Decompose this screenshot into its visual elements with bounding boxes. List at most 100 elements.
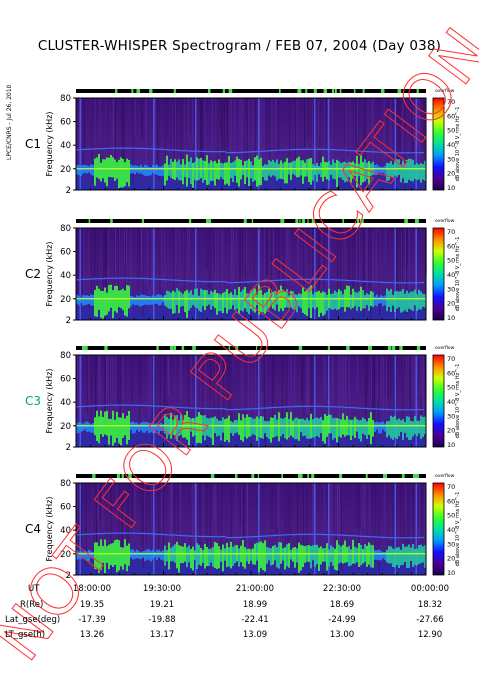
emission-band [160, 166, 162, 177]
emission-band [124, 162, 126, 187]
colorbar-tick-label: 40 [447, 526, 455, 534]
emission-band [282, 163, 284, 180]
spectral-texture [215, 355, 217, 421]
spectral-texture [99, 483, 101, 521]
emission-band [280, 418, 282, 437]
emission-band [322, 291, 324, 316]
ephemeris-row-label: UT [28, 584, 40, 594]
emission-band [228, 156, 230, 186]
spectral-texture [365, 483, 367, 556]
spectral-texture [122, 98, 124, 182]
spectral-texture [77, 483, 79, 548]
spectral-texture [403, 483, 405, 554]
emission-band [86, 421, 88, 432]
emission-line [394, 483, 396, 575]
status-mark [383, 474, 388, 478]
spectral-texture [241, 98, 243, 189]
emission-band [172, 419, 174, 435]
status-mark [416, 474, 419, 478]
emission-band [212, 417, 214, 446]
spectral-texture [207, 228, 209, 289]
emission-band [224, 291, 226, 308]
emission-band [290, 549, 292, 560]
spectral-texture [80, 483, 82, 545]
emission-band [150, 423, 152, 433]
emission-band [186, 289, 188, 318]
spectral-texture [200, 355, 202, 433]
status-mark [299, 219, 301, 223]
emission-band [206, 290, 208, 306]
spectral-texture [327, 98, 329, 190]
emission-band [208, 548, 210, 566]
emission-band [262, 543, 264, 571]
spectral-texture [365, 228, 367, 282]
status-mark [104, 346, 108, 350]
emission-band [294, 294, 296, 310]
spectral-texture [150, 483, 152, 529]
colorbar-overflow-label: overflow [435, 473, 455, 479]
spectral-texture [168, 355, 170, 397]
colorbar-tick-label: 60 [447, 497, 455, 505]
spectral-texture [356, 228, 358, 283]
emission-line [153, 355, 155, 447]
emission-line [153, 98, 155, 190]
spectral-texture [364, 483, 366, 529]
spectral-texture [304, 98, 306, 150]
emission-band [210, 290, 212, 310]
spectral-texture [278, 228, 280, 286]
spectral-texture [400, 228, 402, 295]
ephemeris-value: 18.32 [417, 600, 443, 610]
emission-band [120, 547, 122, 567]
spectral-texture [81, 228, 83, 301]
spectral-texture [271, 98, 273, 186]
spectral-texture [264, 228, 266, 314]
emission-band [218, 420, 220, 436]
emission-band [350, 162, 352, 183]
colorbar-tick-label: 10 [447, 569, 455, 577]
emission-band [90, 294, 92, 306]
spectral-texture [365, 355, 367, 445]
spectral-texture [146, 228, 148, 286]
spectral-texture [324, 483, 326, 533]
emission-band [116, 539, 118, 573]
spectral-texture [201, 98, 203, 171]
ephemeris-value: 21:00:00 [235, 584, 275, 594]
spectral-texture [213, 228, 215, 271]
emission-line [258, 98, 260, 190]
spectral-texture [343, 98, 345, 148]
spectral-texture [304, 228, 306, 270]
emission-band [126, 545, 128, 572]
emission-band [230, 292, 232, 309]
emission-band [278, 541, 280, 569]
plasma-line [75, 147, 425, 154]
spectral-texture [154, 228, 156, 285]
emission-band [326, 162, 328, 180]
spectral-texture [242, 483, 244, 564]
emission-line [258, 483, 260, 575]
emission-band [158, 423, 160, 434]
emission-band [378, 296, 380, 304]
emission-band [256, 542, 258, 561]
spectral-texture [317, 98, 319, 157]
spectral-texture [285, 483, 287, 555]
spectral-texture [287, 228, 289, 266]
emission-line [328, 483, 330, 575]
emission-band [164, 414, 166, 434]
emission-band [276, 419, 278, 437]
emission-line [415, 98, 417, 190]
emission-band [162, 165, 164, 176]
emission-band [78, 422, 80, 433]
spectral-texture [216, 98, 218, 184]
emission-band [122, 288, 124, 311]
emission-band [160, 294, 162, 306]
status-mark [149, 89, 153, 93]
emission-band [320, 162, 322, 178]
spectral-texture [296, 98, 298, 189]
spectral-texture [161, 228, 163, 288]
y-tick-label: 2 [66, 571, 71, 581]
emission-band [100, 290, 102, 318]
spectral-texture [365, 98, 367, 179]
spectral-texture [131, 483, 133, 526]
colorbar-label: dB above 10^-8 V_rms Hz^-1 [455, 237, 461, 312]
emission-band [380, 167, 382, 174]
